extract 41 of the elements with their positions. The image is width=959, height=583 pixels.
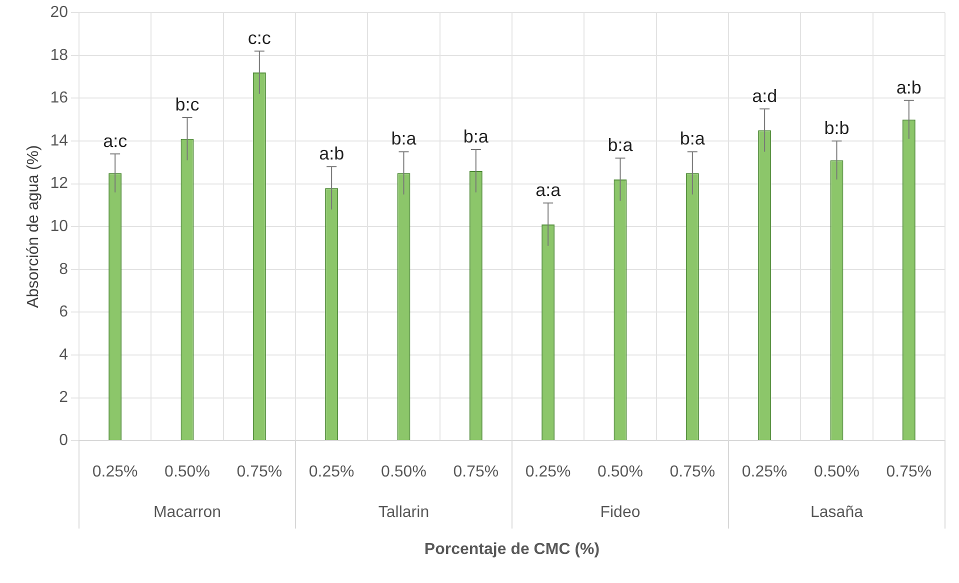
data-label: b:a	[680, 128, 706, 149]
x-tick-label: 0.50%	[598, 464, 643, 481]
y-tick-label: 0	[59, 432, 68, 450]
x-tick-label: 0.75%	[886, 464, 932, 481]
y-axis-title: Absorción de agua (%)	[25, 145, 42, 308]
x-tick-label: 0.50%	[164, 464, 210, 481]
text: Tallarin	[378, 504, 430, 522]
data-label: a:d	[752, 86, 778, 106]
data-label: b:a	[608, 135, 634, 156]
data-label: a:b	[319, 144, 344, 164]
text: Fideo	[600, 504, 640, 522]
x-tick-label: 0.25%	[525, 464, 571, 481]
x-tick-label: 0.75%	[236, 464, 282, 481]
y-tick-label: 12	[50, 175, 68, 192]
data-label: a:c	[103, 130, 128, 151]
x-tick-label: 0.25%	[742, 464, 788, 481]
y-tick-label: 8	[59, 260, 68, 278]
y-tick-label: 14	[50, 132, 68, 150]
x-tick-label: 0.75%	[453, 464, 499, 481]
data-label: a:a	[536, 180, 562, 200]
data-label: b:a	[463, 126, 490, 147]
x-tick-label: 0.25%	[308, 464, 354, 481]
text: Lasaña	[810, 504, 864, 522]
data-label: b:a	[391, 128, 418, 149]
x-tick-label: 0.50%	[381, 464, 426, 481]
data-label: b:c	[175, 94, 200, 114]
data-label: c:c	[248, 28, 271, 48]
y-tick-label: 6	[59, 304, 68, 321]
y-tick-label: 20	[50, 4, 68, 22]
x-axis-title: Porcentaje de CMC (%)	[424, 540, 600, 558]
text: Macarron	[153, 504, 222, 522]
x-tick-label: 0.75%	[670, 464, 716, 481]
x-tick-label: 0.50%	[814, 464, 860, 481]
data-label: b:b	[824, 118, 850, 138]
y-tick-label: 10	[50, 218, 68, 236]
y-tick-label: 4	[59, 346, 68, 364]
data-label: a:b	[896, 77, 922, 98]
y-tick-label: 18	[50, 46, 68, 64]
y-tick-label: 16	[50, 90, 68, 107]
x-tick-label: 0.25%	[92, 464, 138, 481]
y-tick-label: 2	[59, 389, 68, 406]
